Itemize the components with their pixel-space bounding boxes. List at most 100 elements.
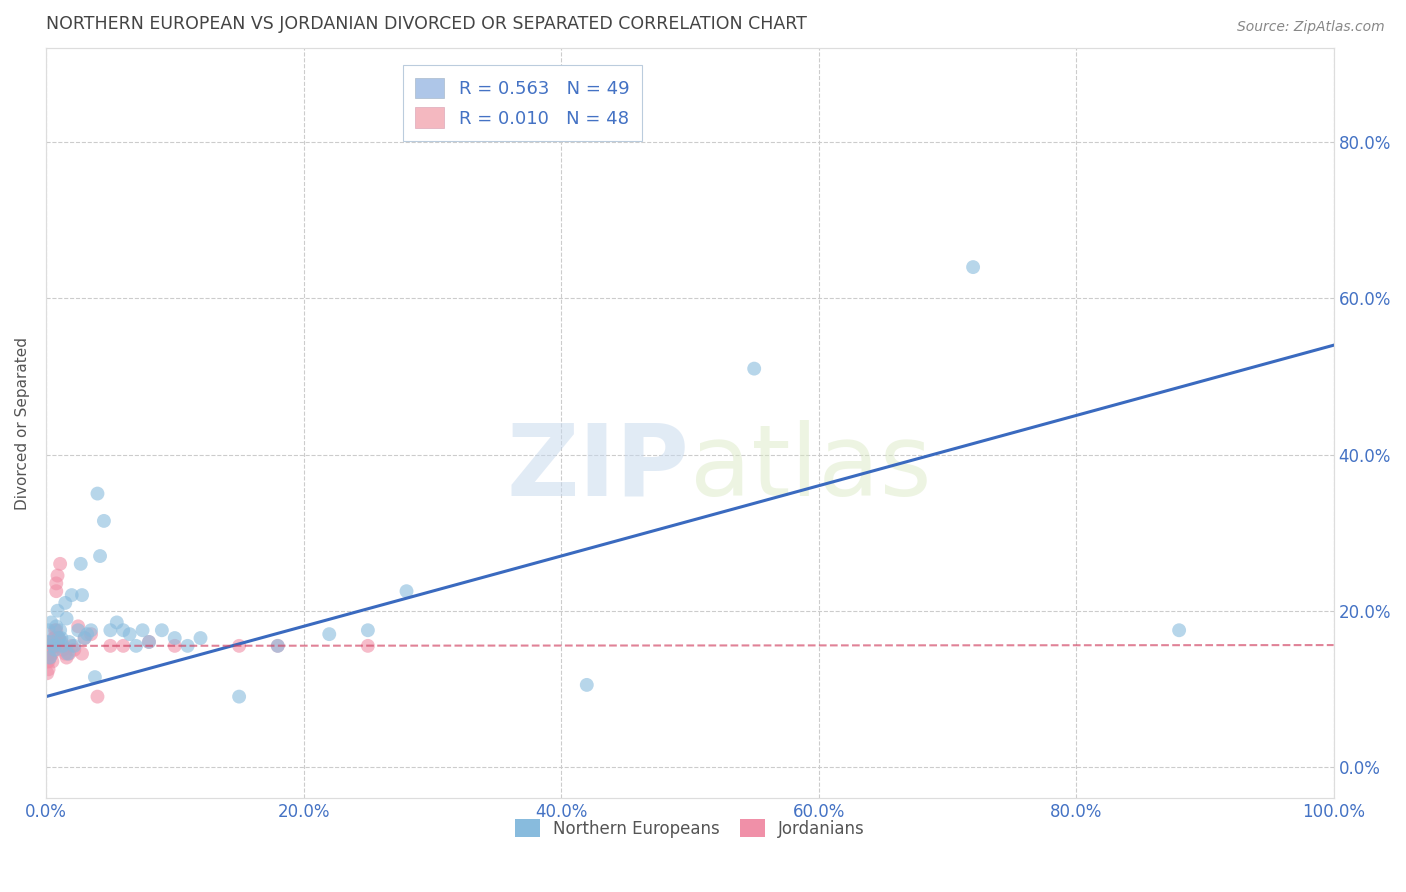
Point	[48, 631, 70, 645]
Point	[357, 639, 380, 653]
Point	[46, 604, 69, 618]
Point	[42, 639, 65, 653]
Point	[38, 650, 60, 665]
Point	[112, 624, 135, 638]
Point	[41, 639, 63, 653]
Point	[190, 631, 212, 645]
Point	[51, 635, 73, 649]
Point	[58, 647, 80, 661]
Point	[49, 624, 72, 638]
Point	[55, 650, 77, 665]
Point	[60, 639, 83, 653]
Legend: Northern Europeans, Jordanians: Northern Europeans, Jordanians	[506, 811, 873, 846]
Point	[53, 596, 76, 610]
Text: atlas: atlas	[690, 420, 931, 516]
Point	[80, 627, 103, 641]
Point	[49, 557, 72, 571]
Text: Source: ZipAtlas.com: Source: ZipAtlas.com	[1237, 20, 1385, 34]
Point	[138, 635, 160, 649]
Point	[575, 678, 598, 692]
Point	[52, 642, 75, 657]
Point	[52, 639, 75, 653]
Point	[80, 624, 103, 638]
Point	[37, 635, 59, 649]
Text: NORTHERN EUROPEAN VS JORDANIAN DIVORCED OR SEPARATED CORRELATION CHART: NORTHERN EUROPEAN VS JORDANIAN DIVORCED …	[46, 15, 807, 33]
Point	[58, 635, 80, 649]
Point	[41, 655, 63, 669]
Point	[267, 639, 290, 653]
Point	[73, 631, 96, 645]
Point	[70, 588, 93, 602]
Point	[44, 642, 66, 657]
Point	[98, 639, 121, 653]
Point	[56, 647, 79, 661]
Point	[228, 690, 250, 704]
Point	[42, 631, 65, 645]
Point	[42, 639, 65, 653]
Point	[962, 260, 984, 274]
Point	[89, 549, 111, 563]
Point	[38, 647, 60, 661]
Point	[38, 650, 60, 665]
Point	[63, 642, 86, 657]
Point	[267, 639, 290, 653]
Point	[53, 647, 76, 661]
Point	[63, 639, 86, 653]
Point	[37, 647, 59, 661]
Point	[41, 647, 63, 661]
Point	[44, 631, 66, 645]
Point	[228, 639, 250, 653]
Point	[150, 624, 173, 638]
Point	[69, 557, 91, 571]
Point	[176, 639, 198, 653]
Point	[45, 624, 67, 638]
Point	[1168, 624, 1191, 638]
Point	[67, 624, 90, 638]
Point	[86, 690, 108, 704]
Point	[86, 486, 108, 500]
Point	[67, 619, 90, 633]
Point	[51, 631, 73, 645]
Point	[125, 639, 148, 653]
Point	[70, 647, 93, 661]
Point	[38, 639, 60, 653]
Point	[118, 627, 141, 641]
Point	[45, 576, 67, 591]
Point	[60, 588, 83, 602]
Point	[163, 631, 186, 645]
Point	[38, 662, 60, 676]
Point	[83, 670, 105, 684]
Point	[46, 631, 69, 645]
Point	[76, 627, 98, 641]
Point	[73, 631, 96, 645]
Point	[38, 635, 60, 649]
Point	[48, 631, 70, 645]
Text: ZIP: ZIP	[508, 420, 690, 516]
Point	[44, 639, 66, 653]
Point	[318, 627, 340, 641]
Point	[41, 635, 63, 649]
Point	[37, 655, 59, 669]
Point	[55, 611, 77, 625]
Point	[38, 655, 60, 669]
Point	[131, 624, 153, 638]
Point	[105, 615, 128, 630]
Point	[39, 615, 62, 630]
Point	[395, 584, 418, 599]
Point	[93, 514, 115, 528]
Y-axis label: Divorced or Separated: Divorced or Separated	[15, 337, 30, 510]
Point	[45, 584, 67, 599]
Point	[38, 642, 60, 657]
Point	[163, 639, 186, 653]
Point	[48, 639, 70, 653]
Point	[44, 624, 66, 638]
Point	[112, 639, 135, 653]
Point	[46, 568, 69, 582]
Point	[37, 639, 59, 653]
Point	[138, 635, 160, 649]
Point	[39, 647, 62, 661]
Point	[37, 666, 59, 681]
Point	[39, 639, 62, 653]
Point	[357, 624, 380, 638]
Point	[98, 624, 121, 638]
